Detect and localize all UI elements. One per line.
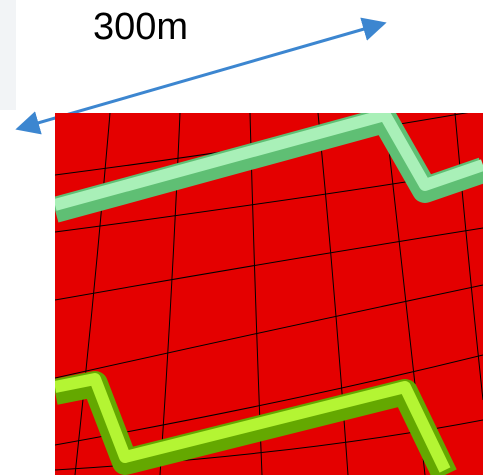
left-edge-panel (0, 0, 16, 110)
scale-arrow (15, 17, 387, 135)
scale-label: 300m (93, 6, 189, 48)
upper-path-tube-highlight (55, 113, 483, 211)
lower-path-tube-highlight (55, 373, 451, 473)
